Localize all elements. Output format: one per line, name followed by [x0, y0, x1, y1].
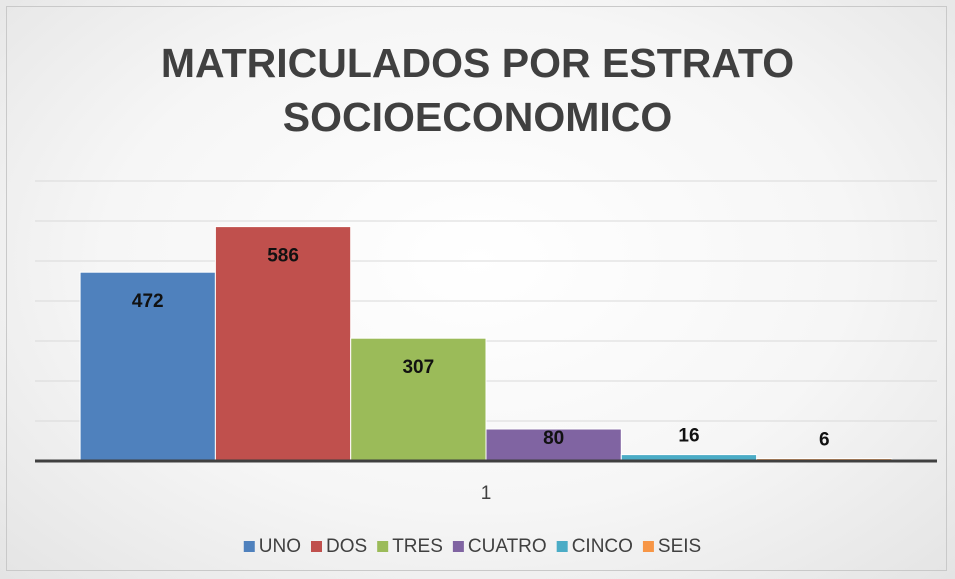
data-label: 6 — [819, 430, 830, 451]
legend-swatch — [243, 541, 255, 552]
chart-title: MATRICULADOS POR ESTRATO SOCIOECONOMICO — [160, 40, 795, 140]
legend-label: SEIS — [658, 536, 701, 557]
x-tick-label: 1 — [481, 483, 492, 504]
data-label: 472 — [132, 291, 164, 312]
data-label: 586 — [267, 246, 299, 267]
chart-frame — [6, 6, 947, 571]
legend-label: CUATRO — [468, 536, 547, 557]
legend-swatch — [311, 541, 322, 552]
legend-swatch — [556, 541, 568, 552]
legend-swatch — [377, 541, 389, 552]
bar — [485, 428, 622, 462]
legend-label: CINCO — [572, 536, 633, 557]
data-label: 307 — [402, 357, 434, 378]
bar — [79, 271, 216, 462]
data-label: 80 — [543, 428, 564, 449]
legend-label: UNO — [259, 536, 301, 557]
legend-swatch — [452, 541, 464, 552]
legend-label: TRES — [392, 536, 443, 557]
legend-label: DOS — [326, 536, 367, 557]
bar — [214, 226, 352, 462]
data-label: 16 — [678, 426, 699, 447]
bar — [350, 337, 487, 462]
legend-swatch — [642, 541, 654, 552]
